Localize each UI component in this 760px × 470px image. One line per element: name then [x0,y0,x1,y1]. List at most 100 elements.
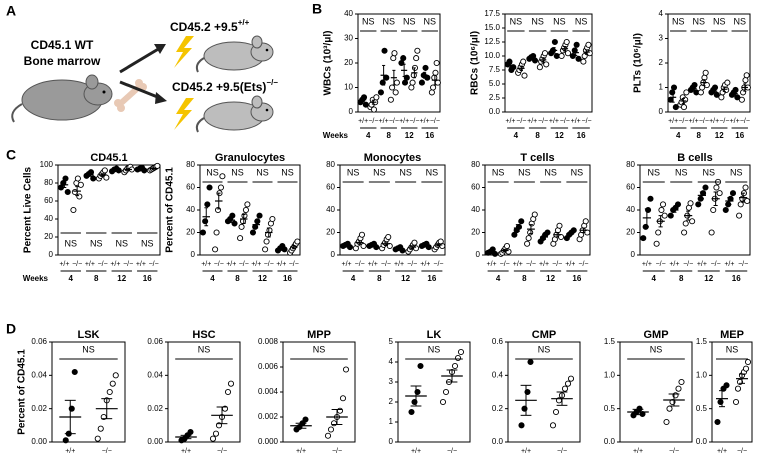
data-point [214,206,222,214]
data-point [430,84,437,91]
x-tick-label: −/− [407,261,417,268]
data-point [263,238,270,245]
x-tick-label: −/− [516,118,526,125]
data-point [401,79,409,86]
data-point [734,94,741,101]
data-point [544,229,551,236]
y-tick-label: 5 [389,337,394,346]
panel-title: GMP [643,329,668,341]
y-tick-label: 4 [659,9,664,18]
significance-label: NS [538,344,551,354]
x-tick-label: +/+ [505,118,515,125]
data-point [680,104,688,111]
timepoint-label: 4 [514,131,519,140]
data-point [387,96,394,103]
significance-label: NS [518,167,531,177]
x-tick-label: +/+ [527,118,537,125]
data-point [212,430,220,437]
data-point [432,69,439,76]
x-tick-label: +/+ [539,261,549,268]
data-point [202,218,209,225]
y-tick-label: 0 [49,250,54,259]
y-tick-label: 0.00 [147,437,163,446]
y-tick-label: 10 [344,83,353,92]
recipient-name: CD45.2 +9.5(Ets) [172,80,266,94]
data-point [661,212,668,219]
panel-title: CMP [532,329,556,341]
panel-label: A [6,3,16,19]
data-point [294,238,301,245]
data-point [412,245,420,252]
x-tick-label: +/+ [521,448,531,455]
data-point [541,50,549,57]
data-point [521,72,528,79]
y-tick-label: 60 [471,183,480,192]
y-tick-label: 0.0 [696,437,708,446]
data-point [237,235,244,242]
y-tick-label: 80 [471,160,480,169]
data-point [708,229,715,236]
timepoint-label: 16 [577,131,586,140]
timepoint-label: 16 [732,274,741,283]
data-point [428,89,435,96]
x-tick-label: +/+ [251,261,261,268]
y-tick-label: 0.04 [31,370,47,379]
y-tick-label: 0.008 [258,337,279,346]
data-point [744,197,751,205]
data-point [729,190,737,197]
x-tick-label: −/− [409,118,419,125]
significance-label: NS [206,167,219,177]
significance-label: NS [198,344,211,354]
significance-label: NS [544,167,557,177]
y-tick-label: 80 [44,178,53,187]
timepoint-label: 8 [377,274,382,283]
x-tick-label: −/− [433,261,443,268]
panel-label: B [312,1,322,17]
data-point [454,354,462,362]
data-point [413,55,420,62]
data-point [199,229,207,236]
data-point [422,64,429,71]
timepoint-label: 4 [676,131,681,140]
data-point [543,61,550,68]
y-tick-label: 0 [631,250,636,259]
y-tick-label: 0.0 [492,437,504,446]
data-point [224,388,232,396]
y-tick-label: 20 [471,228,480,237]
y-tick-label: 0.0 [489,107,501,116]
data-point [256,212,263,219]
data-point [238,223,245,230]
data-point [302,416,309,423]
data-point [713,184,720,191]
x-tick-label: +/+ [513,261,523,268]
panel-title: MPP [307,329,331,341]
y-tick-label: 80 [186,160,195,169]
data-point [563,38,570,46]
data-point [213,229,220,236]
x-tick-label: −/− [526,261,536,268]
data-point [408,408,415,416]
x-tick-label: −/− [552,261,562,268]
plot-frame [167,341,241,443]
x-tick-label: +/+ [642,261,652,268]
x-tick-label: −/− [214,261,224,268]
significance-label: NS [492,167,505,177]
x-tick-label: +/+ [342,261,352,268]
data-point [370,106,378,113]
data-point [377,89,384,96]
data-point [586,50,593,57]
panel-title: Monocytes [364,152,421,164]
data-point [434,79,441,86]
timepoint-label: 12 [258,274,267,283]
panel-title: HSC [192,329,215,341]
data-point [451,362,459,370]
y-tick-label: 4 [389,357,394,366]
data-point [358,231,366,238]
significance-label: NS [726,344,739,354]
x-tick-label: +/+ [201,261,211,268]
data-point [381,47,388,54]
data-point [362,101,369,108]
y-axis-label: Percent Live Cells [23,166,34,253]
y-tick-label: 0.2 [492,404,504,413]
x-tick-label: −/− [381,261,391,268]
